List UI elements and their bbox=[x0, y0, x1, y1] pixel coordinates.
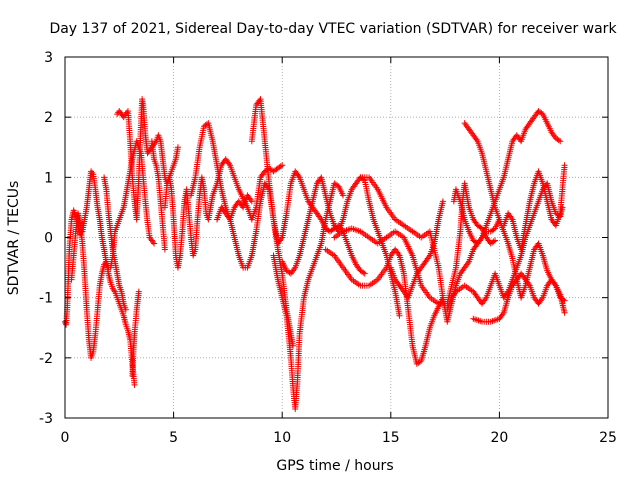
y-axis-label: SDTVAR / TECUs bbox=[6, 181, 22, 296]
data-point bbox=[290, 342, 297, 349]
data-point bbox=[360, 269, 367, 276]
tick-labels: 0 5 10 15 20 25 -3 -2 -1 0 1 2 3 bbox=[39, 50, 617, 446]
data-point bbox=[555, 137, 562, 144]
data-point bbox=[129, 372, 136, 379]
data-point bbox=[473, 239, 480, 246]
x-tick-label: 5 bbox=[169, 430, 178, 446]
data-point bbox=[439, 198, 446, 205]
y-tick-label: 1 bbox=[44, 170, 53, 186]
data-point bbox=[361, 270, 368, 277]
data-point bbox=[248, 198, 255, 205]
x-axis-label: GPS time / hours bbox=[276, 458, 393, 474]
data-points bbox=[62, 96, 568, 412]
data-point bbox=[131, 381, 138, 388]
axes bbox=[64, 56, 609, 419]
y-tick-label: 0 bbox=[44, 231, 53, 247]
x-tick-label: 20 bbox=[490, 430, 508, 446]
data-point bbox=[560, 296, 567, 303]
data-point bbox=[277, 163, 284, 170]
data-point bbox=[279, 162, 286, 169]
data-point bbox=[151, 240, 158, 247]
data-point bbox=[561, 309, 568, 316]
y-tick-label: -1 bbox=[39, 291, 53, 307]
data-point bbox=[286, 269, 293, 276]
data-point bbox=[557, 138, 564, 145]
x-tick-label: 25 bbox=[599, 430, 617, 446]
data-point bbox=[161, 246, 168, 253]
data-point bbox=[490, 238, 497, 245]
x-tick-label: 10 bbox=[273, 430, 291, 446]
data-point bbox=[492, 237, 499, 244]
data-point bbox=[340, 192, 347, 199]
x-tick-label: 15 bbox=[382, 430, 400, 446]
y-tick-label: 2 bbox=[44, 110, 53, 126]
data-point bbox=[561, 297, 568, 304]
data-point bbox=[396, 312, 403, 319]
y-tick-label: -2 bbox=[39, 351, 53, 367]
x-tick-label: 0 bbox=[61, 430, 70, 446]
data-point bbox=[122, 306, 129, 313]
y-tick-label: 3 bbox=[44, 50, 53, 66]
y-tick-label: -3 bbox=[39, 411, 53, 427]
data-point bbox=[561, 162, 568, 169]
chart-title: Day 137 of 2021, Sidereal Day-to-day VTE… bbox=[49, 21, 617, 37]
data-point bbox=[174, 144, 181, 151]
